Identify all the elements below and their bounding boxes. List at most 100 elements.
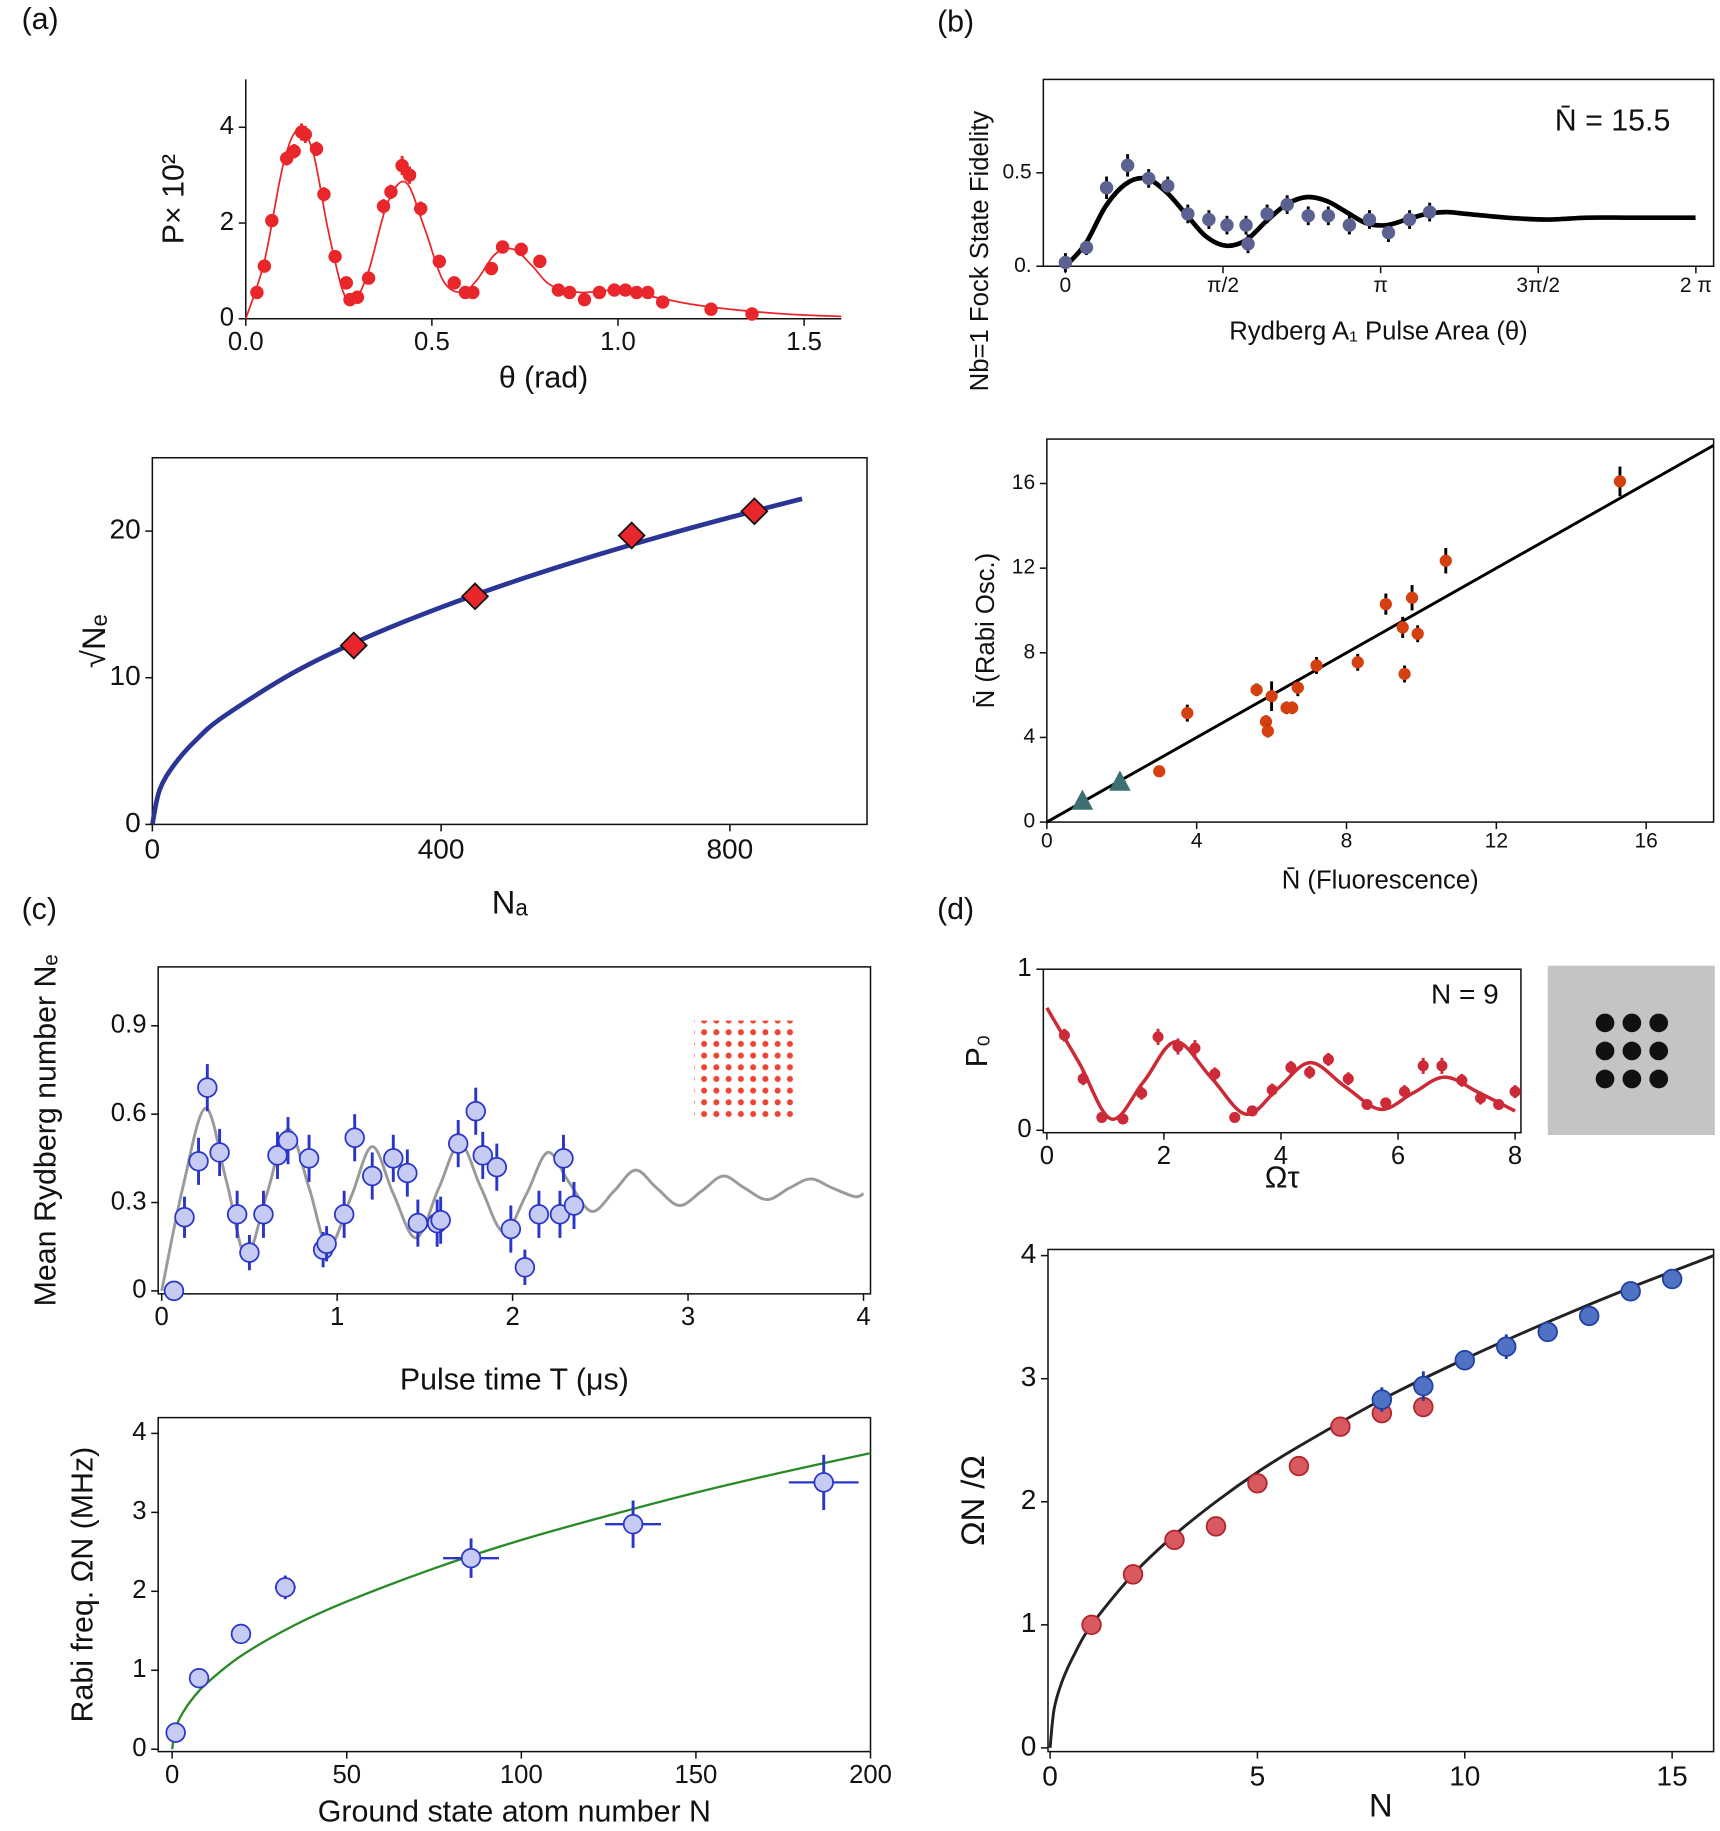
data-point [1285,1061,1297,1074]
data-point [1081,1614,1102,1636]
data-point [1398,1086,1411,1098]
x-tick-label: 0 [1042,1761,1058,1792]
data-point [344,1127,365,1148]
data-point [1122,1564,1144,1585]
data-point [460,582,490,611]
x-tick-label: 10 [1449,1761,1480,1792]
data-point [1136,1087,1148,1099]
data-point [1322,1053,1334,1065]
data-point [1436,1060,1448,1072]
data-point [1620,1281,1641,1302]
panel-label: (d) [937,893,974,926]
y-tick-label: 4 [1023,725,1035,748]
x-tick-label: 100 [500,1761,543,1789]
x-tick-label: 5 [1250,1761,1266,1792]
data-point [1291,681,1304,694]
data-point [1181,706,1194,720]
data-point [465,1100,486,1122]
y-axis-label: P₀ [961,1035,994,1068]
y-axis-label: N̄ (Rabi Osc.) [972,553,1000,709]
data-point [1310,659,1323,672]
data-point [1260,207,1274,221]
data-point [1381,225,1396,240]
data-point [1496,1336,1517,1357]
x-tick-label: 12 [1485,830,1508,853]
data-point [472,1145,493,1166]
data-point [1229,1111,1241,1123]
data-point [1396,621,1409,634]
x-tick-label: 0 [1060,274,1072,297]
x-axis-label: N̄ (Fluorescence) [1282,866,1479,894]
x-tick-label: 0 [1040,1142,1054,1170]
data-point [1330,1416,1351,1437]
data-point [617,521,646,550]
data-point [1411,627,1424,640]
data-point [317,187,331,202]
data-point [1239,218,1253,232]
y-axis-label: Rabi freq. ΩN (MHz) [67,1447,100,1723]
y-tick-label: 1 [1021,1607,1037,1638]
y-axis-label: P× 10² [158,154,191,244]
y-axis-label: √Nₑ [75,614,112,668]
data-point [813,1472,834,1493]
data-point [1286,701,1299,714]
data-point [1164,1529,1185,1551]
data-point [1058,255,1073,270]
x-tick-label: 3π/2 [1516,274,1560,297]
data-point [1172,1040,1184,1053]
x-axis-label: Pulse time T (μs) [400,1363,629,1396]
data-point [1205,1516,1227,1537]
fit-curve [150,496,803,825]
x-axis-label: Ωτ [1265,1161,1300,1194]
plot-frame [1047,1248,1715,1753]
y-tick-label: 10 [110,660,141,691]
data-point [226,1204,248,1225]
x-tick-label: 800 [706,833,753,864]
data-point [1209,1068,1221,1080]
y-tick-label: 16 [1012,471,1035,494]
x-tick-label: 1 [330,1303,344,1331]
data-point [1141,171,1156,186]
data-point [1321,209,1336,223]
data-point [1071,789,1094,810]
data-point [1342,218,1357,232]
data-point [1266,1084,1278,1096]
x-tick-label: 4 [856,1303,870,1331]
data-point [339,631,368,660]
x-tick-label: 200 [849,1761,892,1789]
data-point [577,292,592,307]
data-point [466,285,480,300]
data-point [1301,209,1315,223]
data-point [1304,1066,1316,1078]
x-axis-label: Ground state atom number N [318,1795,711,1828]
data-point [447,1133,469,1154]
x-tick-label: 0.0 [228,328,264,356]
x-tick-label: 4 [1274,1142,1288,1170]
fit-curve [171,1452,871,1750]
data-point [1362,212,1377,227]
data-point [1405,591,1419,604]
data-point [1578,1305,1600,1327]
y-tick-label: 20 [110,513,141,544]
x-tick-label: 15 [1657,1761,1688,1792]
y-axis-label: ΩN /Ω [954,1455,991,1546]
atom-array-inset [694,1020,797,1122]
x-tick-label: 50 [332,1761,361,1789]
data-point [1351,656,1364,669]
data-point [1250,683,1263,696]
x-tick-label: 2 [1157,1142,1171,1170]
grid-inset [1547,965,1715,1136]
data-point [1241,237,1255,251]
data-point [1288,1455,1310,1477]
data-point [287,144,301,158]
data-point [1153,765,1166,778]
data-point [447,276,461,290]
y-tick-label: 4 [1021,1238,1037,1269]
y-tick-label: 1 [132,1655,146,1683]
data-point [1261,724,1274,738]
y-tick-label: 4 [220,112,234,140]
data-point [395,158,409,173]
x-tick-label: 0 [145,833,161,864]
data-point [1099,181,1114,195]
